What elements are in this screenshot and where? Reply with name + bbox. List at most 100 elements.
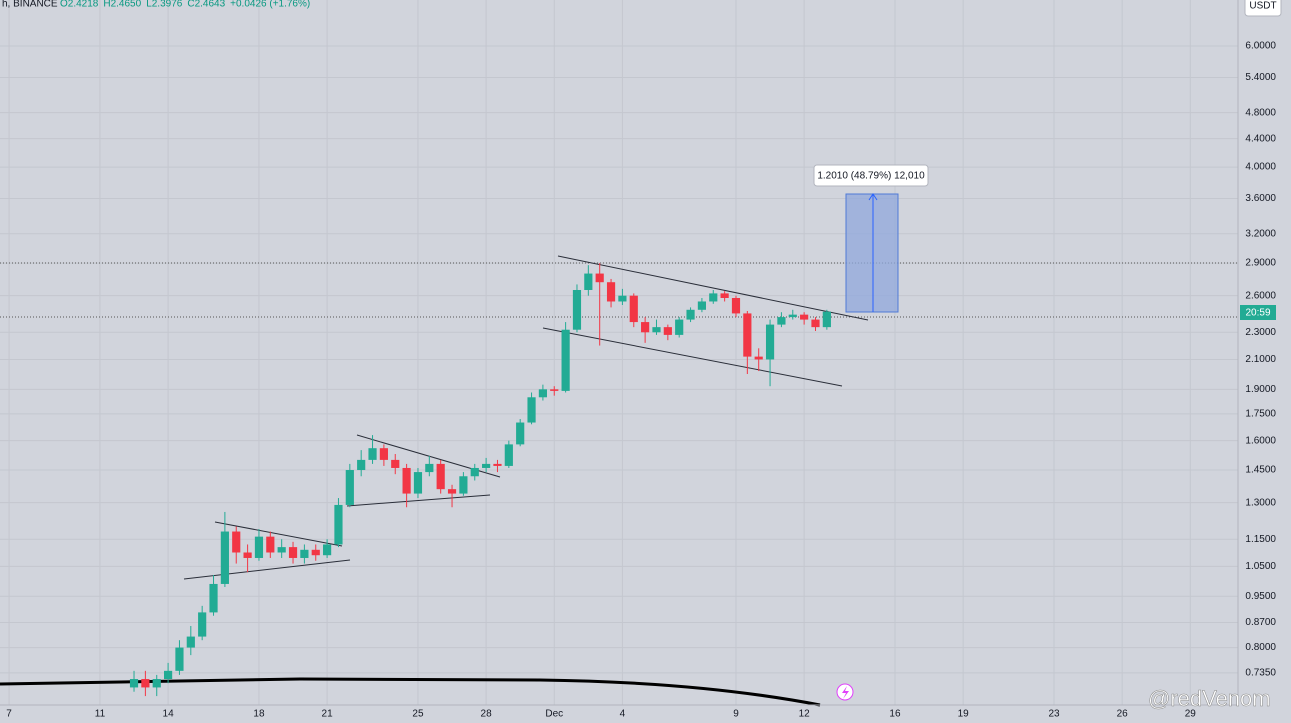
x-tick-label: 16 bbox=[889, 709, 901, 720]
candle-body bbox=[186, 636, 195, 648]
moving-average bbox=[0, 677, 821, 707]
grid bbox=[0, 0, 1238, 705]
x-tick-label: 18 bbox=[253, 709, 265, 720]
candle-body bbox=[641, 322, 650, 333]
x-tick-label: 11 bbox=[95, 709, 106, 720]
candle-body bbox=[402, 467, 411, 494]
y-tick-label: 0.7350 bbox=[1245, 668, 1276, 679]
x-tick-label: 21 bbox=[322, 709, 334, 720]
candle-body bbox=[459, 476, 468, 494]
currency[interactable]: USDT bbox=[1249, 1, 1276, 12]
x-tick-label: Dec bbox=[545, 709, 563, 720]
price-label-box bbox=[1240, 305, 1276, 320]
candle-body bbox=[550, 389, 559, 391]
measure-box bbox=[845, 193, 899, 313]
x-tick-label: 19 bbox=[958, 709, 970, 720]
currency-button[interactable] bbox=[1244, 0, 1282, 17]
candle-body bbox=[175, 647, 184, 671]
y-tick-label: 1.0500 bbox=[1245, 561, 1276, 572]
candle-body bbox=[686, 309, 695, 320]
candle-body bbox=[584, 273, 593, 290]
y-tick-label: 1.9000 bbox=[1245, 384, 1276, 395]
y-tick-label: 1.4500 bbox=[1245, 465, 1276, 476]
candle-body bbox=[152, 679, 161, 688]
candle-body bbox=[266, 536, 275, 553]
candle-body bbox=[334, 504, 343, 545]
candle-body bbox=[572, 289, 582, 330]
candle-body bbox=[300, 549, 309, 558]
candle-body bbox=[254, 536, 264, 558]
x-tick-label: 4 bbox=[620, 709, 626, 720]
candle-body bbox=[243, 552, 252, 558]
candle-body bbox=[675, 319, 684, 335]
candle-body bbox=[164, 670, 173, 680]
ohlc-value: H2.4650 bbox=[103, 0, 141, 10]
y-tick-label: 1.7500 bbox=[1245, 409, 1276, 420]
candle-body bbox=[209, 583, 218, 613]
candle-body bbox=[447, 489, 457, 494]
candle-body bbox=[754, 356, 763, 360]
candle-body bbox=[323, 544, 332, 556]
candle-body bbox=[391, 459, 400, 468]
y-tick-label: 4.0000 bbox=[1245, 162, 1276, 173]
y-tick-label: 2.6000 bbox=[1245, 290, 1276, 301]
x-tick-label: 14 bbox=[163, 709, 175, 720]
candle-body bbox=[504, 444, 513, 466]
y-tick-label: 4.4000 bbox=[1245, 133, 1276, 144]
candle-body bbox=[800, 314, 809, 320]
candle-body bbox=[516, 422, 525, 445]
y-tick-label: 1.6000 bbox=[1245, 435, 1276, 446]
candle-body bbox=[277, 547, 286, 553]
trend-line bbox=[346, 494, 491, 507]
candle-body bbox=[470, 467, 479, 477]
candle-body bbox=[788, 314, 797, 318]
x-tick-label: 25 bbox=[412, 709, 424, 720]
candle-body bbox=[663, 327, 672, 335]
lightning-glyph bbox=[842, 686, 849, 699]
candle-body bbox=[198, 612, 207, 637]
x-tick-label: 26 bbox=[1117, 709, 1129, 720]
candle-body bbox=[822, 311, 831, 328]
candle-body bbox=[220, 531, 229, 584]
candle-body bbox=[311, 549, 320, 556]
y-tick-label: 2.9000 bbox=[1245, 258, 1276, 269]
ohlc-value: +0.0426 (+1.76%) bbox=[230, 0, 310, 10]
candle-body bbox=[357, 459, 366, 471]
y-tick-label: 4.8000 bbox=[1245, 107, 1276, 118]
candle-body bbox=[765, 324, 775, 360]
y-tick-label: 3.6000 bbox=[1245, 193, 1276, 204]
x-axis: 7 11 14 18 21 25 28 Dec 4 9 12 16 19 23 26 29 bbox=[6, 709, 1196, 720]
candle-body bbox=[493, 463, 502, 466]
price-axis bbox=[1238, 0, 1291, 723]
trend-line bbox=[557, 255, 869, 321]
ohlc-legend: h, BINANCE O2.4218 H2.4650 L2.3976 C2.4643 +… bbox=[2, 0, 310, 10]
y-tick-label: 2.1000 bbox=[1245, 354, 1276, 365]
candle-body bbox=[527, 397, 536, 423]
ohlc-value: C2.4643 bbox=[187, 0, 225, 10]
x-tick-label: 29 bbox=[1185, 709, 1197, 720]
candle-body bbox=[141, 679, 150, 688]
candle-body bbox=[436, 463, 445, 490]
candle-body bbox=[413, 472, 423, 494]
x-tick-label: 12 bbox=[799, 709, 811, 720]
y-tick-label: 0.8000 bbox=[1245, 642, 1276, 653]
countdown: 20:59 bbox=[1245, 308, 1270, 319]
x-tick-label: 28 bbox=[481, 709, 493, 720]
measure-label-box bbox=[813, 164, 929, 187]
candle-body bbox=[288, 547, 298, 558]
y-tick-label: 0.9500 bbox=[1245, 591, 1276, 602]
y-tick-label: 1.1500 bbox=[1245, 534, 1276, 545]
candle-body bbox=[709, 293, 718, 302]
x-tick-label: 23 bbox=[1048, 709, 1060, 720]
candle-body bbox=[697, 301, 707, 310]
candles bbox=[129, 263, 831, 697]
drawings bbox=[0, 255, 1238, 707]
candle-body bbox=[811, 319, 820, 328]
symbol: h, BINANCE bbox=[2, 0, 58, 10]
y-axis: 6.0000 5.4000 4.8000 4.4000 4.0000 3.6000 3.20… bbox=[1245, 41, 1276, 679]
x-tick-label: 7 bbox=[6, 709, 12, 720]
candle-body bbox=[606, 282, 616, 302]
y-tick-label: 1.3000 bbox=[1245, 497, 1276, 508]
ohlc-value: O2.4218 bbox=[60, 0, 99, 10]
